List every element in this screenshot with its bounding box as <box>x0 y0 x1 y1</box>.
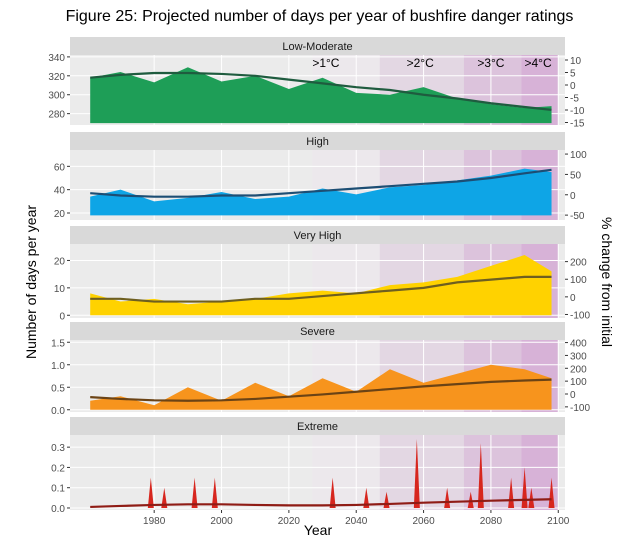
panel-strip-label: High <box>306 136 329 148</box>
x-tick-label: 2080 <box>480 516 503 527</box>
right-y-tick-label: 400 <box>570 339 587 350</box>
panel-low-moderate: Low-Moderate 280 300 320 340 -15 -10-5 05 10 >1°C… <box>48 37 585 130</box>
panel-strip <box>70 322 565 340</box>
x-tick-label: 1980 <box>143 516 166 527</box>
y-tick-label: 20 <box>54 209 66 220</box>
data-spike <box>467 491 474 508</box>
right-y-tick-label: 5 <box>570 69 576 80</box>
data-area <box>90 254 552 316</box>
y-axis-label-left: Number of days per year <box>23 205 39 359</box>
data-area <box>90 67 552 124</box>
y-tick-label: 0.0 <box>51 406 65 417</box>
right-y-tick-label: -100 <box>570 310 590 321</box>
data-spike <box>329 477 336 508</box>
data-spike <box>191 477 198 508</box>
y-tick-label: 40 <box>54 186 66 197</box>
trend-line <box>90 378 552 402</box>
trend-line <box>90 498 552 509</box>
right-y-tick-label: 100 <box>570 377 587 388</box>
panel-strip <box>70 37 565 55</box>
panel-high: High 20 40 60 -50 0 50 100 <box>54 132 587 222</box>
data-area <box>90 364 552 410</box>
y-tick-label: 280 <box>48 110 65 121</box>
panel-strip <box>70 132 565 150</box>
y-tick-label: 1.5 <box>51 338 65 349</box>
y-tick-label: 320 <box>48 72 65 83</box>
right-y-tick-label: -5 <box>570 94 579 105</box>
right-y-tick-label: -15 <box>570 119 585 130</box>
y-tick-label: 1.0 <box>51 361 65 372</box>
x-axis-label: Year <box>304 522 333 538</box>
data-spike <box>363 487 370 508</box>
y-tick-label: 0.0 <box>51 504 65 515</box>
data-spike <box>211 477 218 508</box>
warming-band <box>379 435 464 510</box>
warming-label: >2°C <box>407 56 434 70</box>
data-spike <box>477 443 484 508</box>
panel-extreme: Extreme 0.0 0.1 0.2 0.3 1980 2000 2020 2040 2060 2… <box>51 417 570 527</box>
y-tick-label: 0.1 <box>51 484 65 495</box>
warming-band <box>312 435 380 510</box>
y-tick-label: 300 <box>48 91 65 102</box>
x-tick-label: 2000 <box>210 516 233 527</box>
panel-strip-label: Very High <box>294 230 342 242</box>
panel-strip-label: Severe <box>300 326 335 338</box>
data-spike <box>521 467 528 508</box>
right-y-tick-label: 200 <box>570 258 587 269</box>
data-spike <box>528 487 535 508</box>
y-tick-label: 0.2 <box>51 463 65 474</box>
trend-line <box>90 71 552 111</box>
right-y-tick-label: -10 <box>570 106 585 117</box>
figure-title: Figure 25: Projected number of days per … <box>65 8 574 25</box>
panel-strip <box>70 226 565 244</box>
right-y-tick-label: 0 <box>570 390 576 401</box>
y-tick-label: 0.3 <box>51 443 65 454</box>
data-spike <box>161 487 168 508</box>
x-tick-label: 2100 <box>547 516 570 527</box>
x-tick-label: 2020 <box>278 516 301 527</box>
y-tick-label: 0 <box>59 311 65 322</box>
right-y-tick-label: -100 <box>570 403 590 414</box>
right-y-tick-label: 10 <box>570 56 582 67</box>
right-y-tick-label: 0 <box>570 293 576 304</box>
y-tick-label: 10 <box>54 284 66 295</box>
y-tick-label: 20 <box>54 256 66 267</box>
y-tick-label: 340 <box>48 53 65 64</box>
right-y-tick-label: -50 <box>570 211 585 222</box>
panel-strip-label: Low-Moderate <box>282 41 352 53</box>
right-y-tick-label: 300 <box>570 351 587 362</box>
trend-line <box>90 275 552 303</box>
right-y-tick-label: 200 <box>570 364 587 375</box>
trend-line <box>90 168 552 198</box>
right-y-tick-label: 0 <box>570 191 576 202</box>
right-y-tick-label: 50 <box>570 170 582 181</box>
x-tick-label: 2060 <box>412 516 435 527</box>
warming-label: >1°C <box>312 56 339 70</box>
y-tick-label: 60 <box>54 162 66 173</box>
panel-strip <box>70 417 565 435</box>
panel-strip-label: Extreme <box>297 421 338 433</box>
warming-label: >4°C <box>524 56 551 70</box>
x-tick-label: 2040 <box>345 516 368 527</box>
data-spike <box>147 477 154 508</box>
y-tick-label: 0.5 <box>51 383 65 394</box>
right-y-tick-label: 100 <box>570 275 587 286</box>
right-y-tick-label: 100 <box>570 150 587 161</box>
y-axis-label-right: % change from initial <box>599 217 615 347</box>
warming-label: >3°C <box>477 56 504 70</box>
panel-very-high: Very High 0 10 20 -100 0 100 200 <box>54 226 590 322</box>
data-spike <box>413 439 420 508</box>
right-y-tick-label: 0 <box>570 81 576 92</box>
